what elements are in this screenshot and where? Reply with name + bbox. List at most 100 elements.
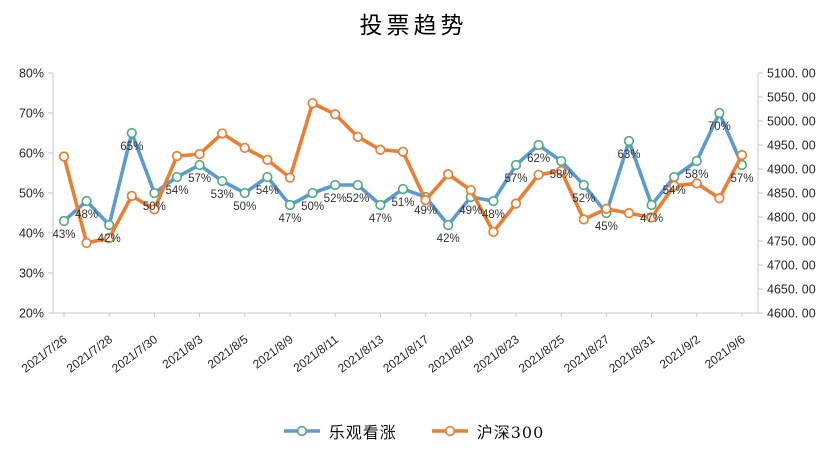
series-marker-hs300 (307, 98, 318, 109)
series-marker-hs300 (104, 232, 115, 244)
left-axis-label: 60% (19, 147, 44, 161)
series-marker-optimistic (578, 179, 589, 191)
data-label: 50% (143, 201, 166, 213)
legend: 乐观看涨 沪深300 (0, 419, 827, 443)
series-marker-optimistic (171, 171, 183, 183)
series-marker-optimistic (691, 155, 702, 167)
series-marker-hs300 (330, 109, 341, 120)
right-axis-label: 5050. 00 (767, 91, 816, 105)
series-marker-hs300 (375, 144, 386, 155)
series-marker-hs300 (646, 212, 657, 223)
left-axis-label: 30% (19, 267, 44, 281)
series-marker-hs300 (510, 198, 522, 209)
data-label: 58% (550, 169, 573, 181)
right-axis-label: 4700. 00 (767, 259, 816, 273)
data-label: 52% (572, 193, 595, 205)
data-label: 53% (211, 189, 234, 201)
series-marker-optimistic (149, 187, 160, 199)
series-marker-hs300 (714, 193, 725, 204)
x-axis-label: 2021/7/26 (19, 332, 70, 376)
x-axis-label: 2021/8/13 (335, 332, 386, 376)
data-label: 47% (640, 213, 663, 225)
data-label: 63% (617, 149, 640, 161)
series-marker-optimistic (262, 171, 273, 183)
series-marker-optimistic (669, 171, 680, 183)
series-marker-optimistic (194, 159, 205, 171)
series-marker-optimistic (307, 187, 318, 199)
series-marker-hs300 (669, 180, 680, 191)
right-axis-label: 4850. 00 (767, 187, 816, 201)
data-label: 45% (595, 221, 618, 233)
x-axis-label: 2021/8/17 (380, 332, 431, 376)
x-axis-label: 2021/8/27 (561, 332, 612, 376)
series-marker-hs300 (736, 149, 748, 161)
data-label: 43% (52, 229, 75, 241)
series-marker-hs300 (149, 204, 160, 215)
data-label: 57% (730, 173, 753, 185)
x-axis-label: 2021/8/23 (471, 332, 522, 376)
right-axis-label: 5100. 00 (767, 67, 816, 81)
x-axis-label: 2021/8/11 (291, 332, 342, 375)
series-marker-hs300 (578, 214, 589, 225)
x-axis-label: 2021/8/9 (250, 332, 296, 371)
series-marker-hs300 (171, 150, 183, 162)
series-marker-hs300 (556, 165, 567, 177)
series-marker-hs300 (533, 169, 544, 180)
right-axis-label: 4600. 00 (767, 307, 816, 321)
series-marker-optimistic (556, 155, 567, 167)
series-marker-optimistic (533, 139, 544, 151)
data-label: 50% (233, 201, 256, 213)
data-label: 58% (685, 169, 708, 181)
data-label: 57% (188, 173, 211, 185)
data-label: 48% (482, 209, 505, 221)
series-marker-optimistic (375, 199, 386, 211)
legend-label: 乐观看涨 (328, 423, 397, 442)
right-axis-label: 4800. 00 (767, 211, 816, 225)
series-marker-hs300 (691, 178, 702, 189)
series-marker-optimistic (58, 215, 70, 227)
data-label: 49% (414, 205, 437, 217)
series-marker-optimistic (510, 159, 522, 171)
x-axis-label: 2021/8/25 (516, 332, 567, 376)
series-marker-optimistic (217, 175, 228, 187)
series-marker-optimistic (714, 107, 725, 119)
series-marker-optimistic (81, 195, 92, 207)
series-marker-optimistic (488, 195, 499, 207)
series-marker-optimistic (352, 179, 363, 191)
data-label: 70% (708, 121, 731, 133)
series-marker-optimistic (443, 219, 454, 231)
series-marker-hs300 (443, 169, 454, 180)
left-axis-label: 20% (19, 307, 44, 321)
data-label: 52% (346, 193, 369, 205)
data-label: 65% (120, 141, 143, 153)
series-marker-optimistic (397, 183, 409, 195)
series-marker-hs300 (262, 154, 273, 166)
x-axis-label: 2021/7/30 (109, 332, 160, 376)
x-axis-label: 2021/7/28 (64, 332, 115, 376)
series-marker-optimistic (284, 199, 296, 211)
right-axis-label: 4950. 00 (767, 139, 816, 153)
series-marker-hs300 (352, 131, 363, 142)
series-marker-optimistic (239, 187, 250, 199)
data-label: 51% (391, 197, 414, 209)
right-axis-label: 4900. 00 (767, 163, 816, 177)
left-axis-label: 80% (19, 67, 44, 81)
x-axis-label: 2021/9/2 (657, 332, 703, 371)
series-marker-optimistic (126, 127, 137, 139)
data-label: 57% (504, 173, 527, 185)
series-marker-hs300 (284, 172, 296, 183)
x-axis-label: 2021/8/19 (426, 332, 477, 376)
data-label: 47% (369, 213, 392, 225)
series-marker-optimistic (646, 199, 657, 211)
series-marker-hs300 (465, 184, 476, 196)
data-label: 42% (437, 233, 460, 245)
x-axis-label: 2021/8/3 (160, 332, 206, 371)
series-marker-hs300 (397, 146, 409, 157)
right-axis-label: 4650. 00 (767, 283, 816, 297)
right-axis-label: 5000. 00 (767, 115, 816, 129)
series-marker-hs300 (239, 142, 250, 154)
legend-label: 沪深300 (476, 423, 545, 442)
legend-swatch-icon (283, 425, 320, 437)
